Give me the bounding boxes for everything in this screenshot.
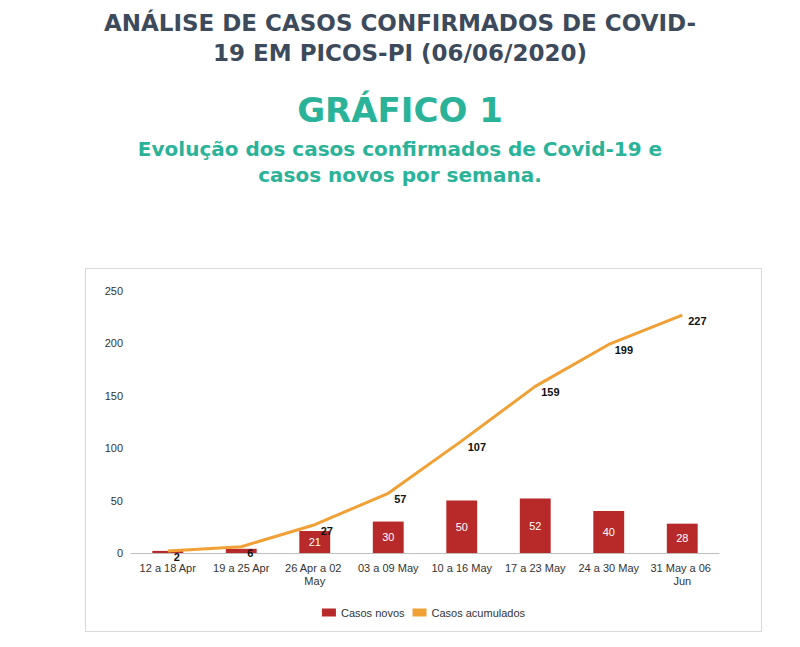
html-text:Evolução dos casos confirmados: Evolução dos casos confirmados de Covid-… (137, 137, 663, 187)
svg-text:24 a 30 May: 24 a 30 May (578, 562, 639, 574)
svg-text:52: 52 (529, 520, 541, 532)
svg-text:17 a 23 May: 17 a 23 May (505, 562, 566, 574)
svg-text:107: 107 (468, 441, 486, 453)
svg-text:Casos acumulados: Casos acumulados (432, 607, 526, 619)
svg-text:2: 2 (174, 551, 180, 563)
svg-text:100: 100 (105, 442, 123, 454)
svg-text:57: 57 (394, 493, 406, 505)
svg-text:12 a 18 Apr: 12 a 18 Apr (140, 562, 197, 574)
svg-text:50: 50 (111, 495, 123, 507)
svg-text:21: 21 (309, 536, 321, 548)
svg-text:0: 0 (117, 547, 123, 559)
svg-text:31 May a 06: 31 May a 06 (650, 562, 714, 574)
svg-text:150: 150 (105, 390, 123, 402)
svg-text:200: 200 (105, 337, 123, 349)
svg-text:27: 27 (321, 525, 333, 537)
svg-text:199: 199 (615, 344, 633, 356)
svg-text:Jun: Jun (673, 575, 691, 587)
svg-text:40: 40 (603, 526, 615, 538)
svg-text:10 a 16 May: 10 a 16 May (431, 562, 492, 574)
svg-text:250: 250 (105, 285, 123, 297)
svg-text:19 a 25 Apr: 19 a 25 Apr (213, 562, 270, 574)
svg-text:03 a 09 May: 03 a 09 May (358, 562, 419, 574)
svg-text:30: 30 (382, 531, 394, 543)
html-text:ANÁLISE DE CASOS CONFIRMADOS D: ANÁLISE DE CASOS CONFIRMADOS DE COVID-19… (103, 10, 697, 66)
svg-text:28: 28 (676, 532, 688, 544)
svg-text:227: 227 (688, 315, 706, 327)
svg-text:50: 50 (456, 521, 468, 533)
svg-text:159: 159 (541, 386, 559, 398)
html-text:GRÁFICO 1: GRÁFICO 1 (297, 90, 503, 130)
svg-text:Casos novos: Casos novos (341, 607, 405, 619)
svg-text:May: May (304, 575, 325, 587)
svg-text:26 Apr a 02: 26 Apr a 02 (285, 562, 344, 574)
svg-text:6: 6 (247, 547, 253, 559)
